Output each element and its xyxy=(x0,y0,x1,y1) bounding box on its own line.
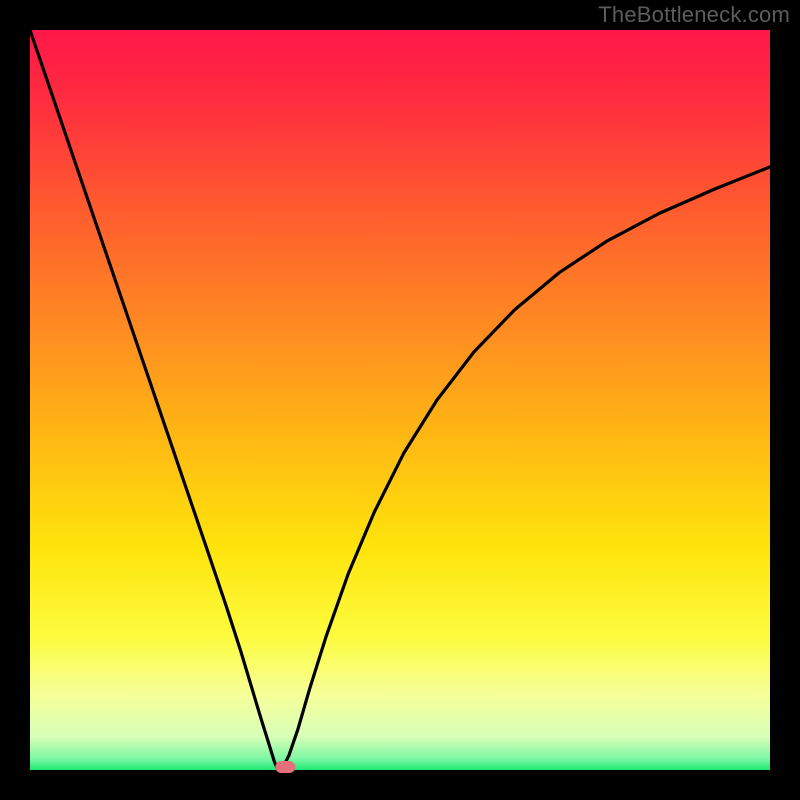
optimum-marker xyxy=(275,761,295,773)
bottleneck-chart-svg xyxy=(0,0,800,800)
watermark-text: TheBottleneck.com xyxy=(598,2,790,28)
plot-area-rect xyxy=(30,30,770,770)
chart-frame: TheBottleneck.com xyxy=(0,0,800,800)
